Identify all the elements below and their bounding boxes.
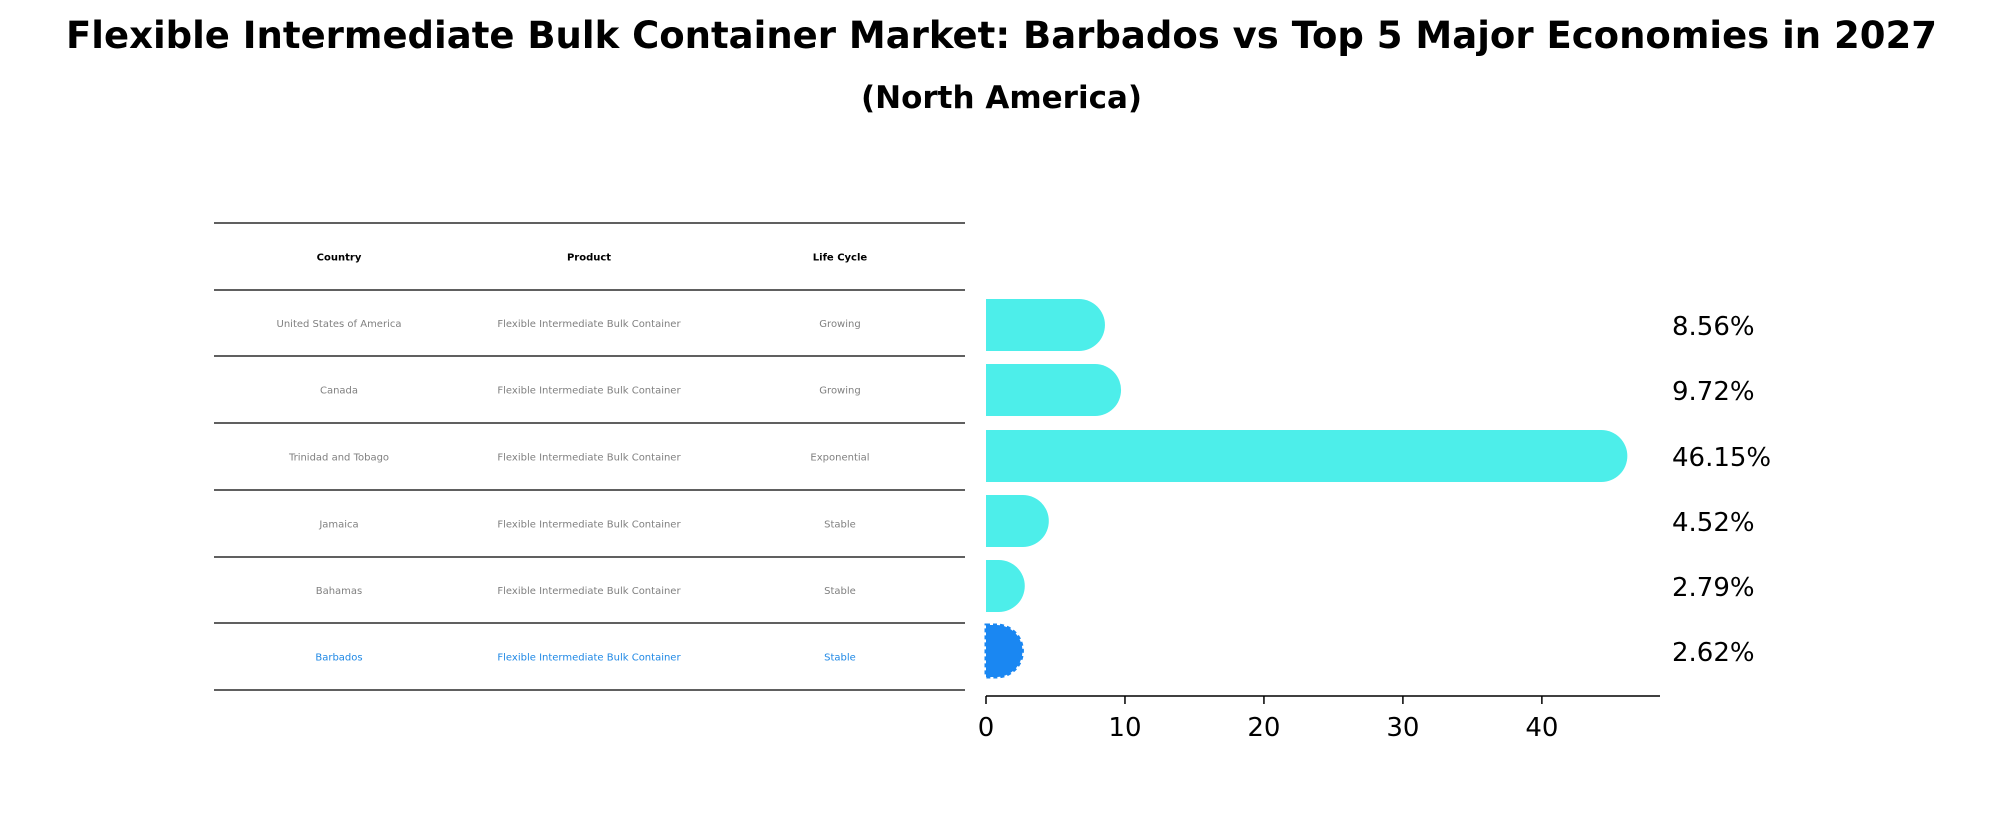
x-tick-label: 20 [1247, 713, 1280, 743]
value-label: 2.79% [1672, 573, 1755, 603]
value-label: 8.56% [1672, 312, 1755, 342]
table-cell: Flexible Intermediate Bulk Container [497, 586, 681, 597]
bar-bahamas [986, 560, 1025, 612]
bar-united-states-of-america [986, 299, 1105, 351]
value-label: 9.72% [1672, 377, 1755, 407]
value-label: 46.15% [1672, 443, 1771, 473]
table-cell: United States of America [277, 319, 402, 330]
table-header-0: Country [317, 253, 362, 264]
value-label: 4.52% [1672, 508, 1755, 538]
bar-canada [986, 364, 1122, 416]
bar-trinidad-and-tobago [986, 430, 1628, 482]
table-cell: Stable [824, 653, 856, 664]
table-cell: Flexible Intermediate Bulk Container [497, 453, 681, 464]
chart-title: Flexible Intermediate Bulk Container Mar… [66, 14, 1937, 57]
table-header-2: Life Cycle [813, 253, 868, 264]
x-tick-label: 0 [978, 713, 995, 743]
x-tick-label: 40 [1525, 713, 1558, 743]
table-cell: Growing [819, 319, 860, 330]
value-label: 2.62% [1672, 638, 1755, 668]
table-cell: Bahamas [316, 586, 363, 597]
table-cell: Jamaica [318, 520, 358, 531]
bar-jamaica [986, 495, 1049, 547]
table-cell: Trinidad and Tobago [288, 453, 389, 464]
x-tick-label: 30 [1386, 713, 1419, 743]
x-tick-label: 10 [1108, 713, 1141, 743]
table-cell: Stable [824, 520, 856, 531]
table-cell: Canada [320, 386, 358, 397]
table-cell: Exponential [810, 453, 869, 464]
table-cell: Stable [824, 586, 856, 597]
table-cell: Flexible Intermediate Bulk Container [497, 386, 681, 397]
bar-barbados [984, 623, 1024, 679]
chart-subtitle: (North America) [860, 80, 1143, 116]
table-header-1: Product [567, 253, 611, 264]
table-cell: Flexible Intermediate Bulk Container [497, 319, 681, 330]
table-cell: Flexible Intermediate Bulk Container [497, 520, 681, 531]
table-cell: Growing [819, 386, 860, 397]
table-cell: Barbados [315, 653, 362, 664]
table-cell: Flexible Intermediate Bulk Container [497, 653, 681, 664]
